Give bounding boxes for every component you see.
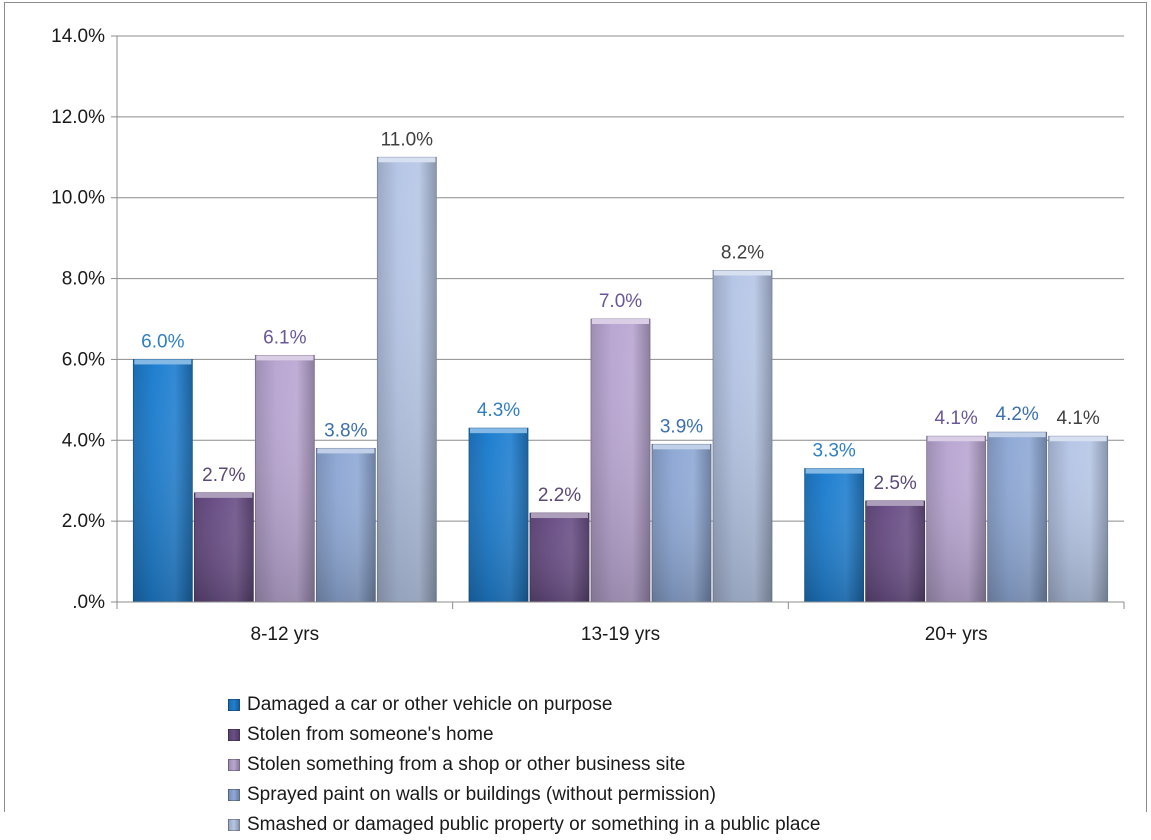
bar-bevel [805,468,863,474]
legend-item: Smashed or damaged public property or so… [228,810,821,840]
legend-swatch [228,729,240,741]
bar-shading [1048,436,1108,602]
y-tick-label: 8.0% [62,269,105,290]
bar-bevel [592,319,649,324]
y-tick-label: 12.0% [51,107,105,128]
legend-item: Stolen something from a shop or other bu… [228,750,821,780]
legend-swatch [228,759,240,771]
data-labels: 6.0% 4.3% 3.3% 2.7% 2.2% 2.5% 6.1% 7.0% 4.1% 3.8%… [141,129,1100,506]
data-label: 4.2% [996,404,1039,425]
legend-label: Stolen something from a shop or other bu… [247,754,686,775]
data-label: 4.3% [477,400,520,421]
bar-shading [530,513,589,602]
bar-shading [377,157,437,603]
x-category-label: 20+ yrs [925,624,988,645]
bar-bevel [256,355,314,361]
bar-bevel [927,436,985,442]
y-tick-label: 6.0% [62,349,105,370]
data-label: 3.8% [324,420,367,441]
legend-item: Sprayed paint on walls or buildings (wit… [228,780,821,810]
y-tick-label: 10.0% [51,188,105,209]
bar-shading [713,270,772,602]
y-tick-label: .0% [72,592,105,613]
bar-bevel [317,448,375,454]
bar-shading [804,468,864,602]
bar-bevel [470,428,527,434]
x-category-label: 8-12 yrs [251,624,320,645]
bar-shading [591,319,650,602]
bar-bevel [988,432,1046,438]
data-label: 2.2% [538,485,581,506]
bars [132,156,1109,603]
bar-bevel [653,444,710,450]
bar-shading [926,436,986,602]
data-label: 11.0% [381,129,434,150]
bar-shading [469,428,528,602]
legend-swatch [228,789,240,801]
bar-bevel [134,359,192,365]
legend-label: Stolen from someone's home [247,724,494,745]
data-label: 4.1% [1057,408,1100,429]
data-label: 3.3% [813,441,856,462]
data-label: 2.7% [202,465,245,486]
data-label: 6.0% [141,331,184,352]
bar-chart: .0% 2.0% 4.0% 6.0% 8.0% 10.0% 12.0% 14.0% 8-12 y… [51,26,1125,645]
bar-shading [255,355,315,602]
legend-label: Smashed or damaged public property or so… [247,814,821,835]
chart-frame [4,2,1147,812]
bar-bevel [378,157,436,163]
chart-legend: Damaged a car or other vehicle on purpos… [228,690,821,840]
bar-bevel [195,492,253,498]
bar-shading [133,359,193,602]
legend-item: Stolen from someone's home [228,720,821,750]
data-label: 6.1% [263,327,306,348]
data-label: 2.5% [874,473,917,494]
legend-swatch [228,699,240,711]
legend-swatch [228,819,240,831]
y-tick-label: 14.0% [51,26,105,47]
bar-bevel [714,270,771,276]
axes: .0% 2.0% 4.0% 6.0% 8.0% 10.0% 12.0% 14.0% 8-12 y… [51,26,1125,645]
bar-bevel [866,500,924,506]
bar-shading [652,444,711,602]
bar-shading [194,492,254,602]
bar-shading [865,500,925,602]
x-category-label: 13-19 yrs [581,624,660,645]
legend-label: Damaged a car or other vehicle on purpos… [247,694,613,715]
bar-bevel [531,513,588,519]
y-tick-label: 2.0% [62,511,105,532]
y-tick-label: 4.0% [62,430,105,451]
legend-label: Sprayed paint on walls or buildings (wit… [247,784,716,805]
bar-bevel [1049,436,1107,442]
data-label: 4.1% [935,408,978,429]
data-label: 7.0% [599,291,642,312]
data-label: 3.9% [660,416,703,437]
data-label: 8.2% [721,242,764,263]
bar-shading [987,432,1047,602]
bar-shading [316,448,376,602]
legend-item: Damaged a car or other vehicle on purpos… [228,690,821,720]
